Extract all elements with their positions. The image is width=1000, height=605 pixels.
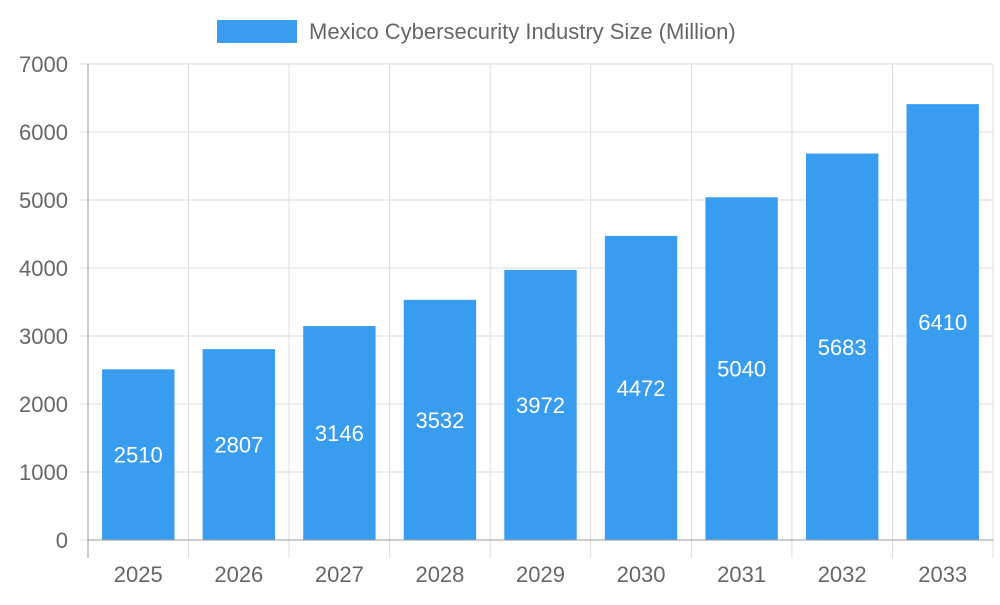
data-label: 6410: [918, 310, 967, 335]
bar-2028[interactable]: [403, 299, 477, 540]
data-label: 3532: [415, 408, 464, 433]
x-tick-label: 2027: [315, 562, 364, 587]
y-tick-label: 6000: [19, 120, 68, 145]
legend-label: Mexico Cybersecurity Industry Size (Mill…: [309, 19, 736, 44]
x-tick-label: 2029: [516, 562, 565, 587]
x-tick-label: 2033: [918, 562, 967, 587]
y-tick-label: 0: [56, 528, 68, 553]
data-label: 4472: [617, 376, 666, 401]
data-label: 3972: [516, 393, 565, 418]
data-label: 3146: [315, 421, 364, 446]
y-tick-label: 1000: [19, 460, 68, 485]
y-tick-label: 7000: [19, 52, 68, 77]
bar-2032[interactable]: [805, 153, 879, 540]
x-tick-label: 2025: [114, 562, 163, 587]
x-tick-label: 2026: [214, 562, 263, 587]
bar-2027[interactable]: [303, 326, 376, 540]
bar-2033[interactable]: [906, 104, 979, 541]
y-tick-label: 4000: [19, 256, 68, 281]
legend-swatch: [217, 20, 297, 43]
bars: 2510 2807 3146 3532 3972 4472 5040 5683 6410: [102, 104, 979, 541]
x-tick-label: 2030: [617, 562, 666, 587]
bar-2026[interactable]: [202, 349, 276, 540]
x-tick-label: 2031: [717, 562, 766, 587]
data-label: 5683: [818, 335, 867, 360]
bar-2030[interactable]: [604, 235, 678, 541]
axes: 0 1000 2000 3000 4000 5000 6000 7000 2025 2026 202…: [19, 52, 993, 587]
legend[interactable]: Mexico Cybersecurity Industry Size (Mill…: [217, 19, 736, 44]
y-tick-label: 5000: [19, 188, 68, 213]
x-tick-label: 2028: [415, 562, 464, 587]
x-tick-label: 2032: [818, 562, 867, 587]
y-tick-label: 2000: [19, 392, 68, 417]
y-tick-label: 3000: [19, 324, 68, 349]
grid: [80, 63, 994, 558]
data-label: 2807: [214, 433, 263, 458]
bar-2031[interactable]: [705, 197, 778, 540]
bar-2029[interactable]: [504, 269, 577, 540]
data-label: 2510: [114, 443, 163, 468]
bar-2025[interactable]: [102, 369, 175, 540]
data-label: 5040: [717, 357, 766, 382]
